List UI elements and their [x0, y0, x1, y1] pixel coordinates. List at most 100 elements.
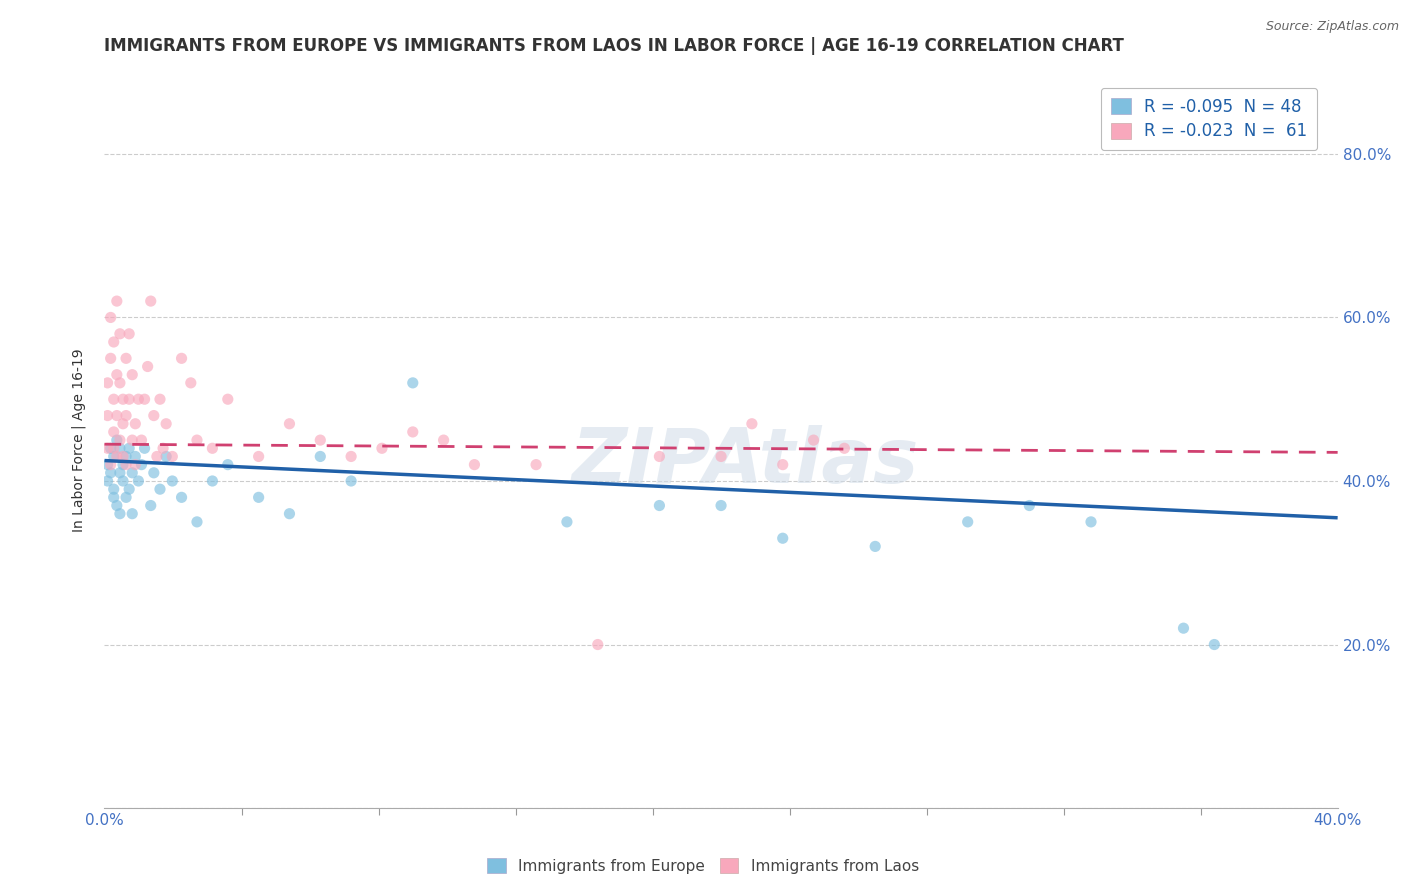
- Point: [149, 392, 172, 407]
- Point: [139, 294, 162, 309]
- Point: [1204, 638, 1226, 652]
- Point: [108, 466, 131, 480]
- Point: [524, 458, 547, 472]
- Point: [100, 442, 122, 456]
- Point: [433, 433, 456, 447]
- Point: [105, 499, 128, 513]
- Point: [710, 499, 733, 513]
- Point: [111, 474, 134, 488]
- Text: Source: ZipAtlas.com: Source: ZipAtlas.com: [1265, 20, 1399, 33]
- Point: [118, 326, 141, 341]
- Point: [247, 491, 270, 505]
- Point: [278, 417, 301, 431]
- Point: [97, 458, 120, 472]
- Point: [586, 638, 609, 652]
- Point: [97, 474, 120, 488]
- Point: [340, 450, 363, 464]
- Point: [402, 425, 425, 439]
- Point: [834, 442, 856, 456]
- Point: [103, 482, 125, 496]
- Point: [772, 531, 794, 545]
- Point: [340, 474, 363, 488]
- Point: [111, 417, 134, 431]
- Point: [105, 409, 128, 423]
- Point: [105, 450, 128, 464]
- Text: ZIPAtlas: ZIPAtlas: [572, 425, 920, 500]
- Point: [103, 425, 125, 439]
- Point: [309, 450, 332, 464]
- Point: [118, 392, 141, 407]
- Point: [108, 507, 131, 521]
- Point: [162, 474, 184, 488]
- Point: [111, 458, 134, 472]
- Point: [100, 310, 122, 325]
- Point: [121, 466, 143, 480]
- Point: [139, 499, 162, 513]
- Point: [803, 433, 825, 447]
- Point: [124, 450, 146, 464]
- Point: [217, 458, 239, 472]
- Point: [648, 450, 671, 464]
- Point: [180, 376, 202, 390]
- Point: [108, 433, 131, 447]
- Y-axis label: In Labor Force | Age 16-19: In Labor Force | Age 16-19: [72, 348, 86, 532]
- Point: [863, 540, 886, 554]
- Point: [170, 351, 193, 366]
- Point: [155, 450, 177, 464]
- Point: [105, 368, 128, 382]
- Point: [105, 433, 128, 447]
- Point: [201, 442, 224, 456]
- Point: [121, 368, 143, 382]
- Point: [309, 433, 332, 447]
- Point: [142, 466, 165, 480]
- Point: [111, 392, 134, 407]
- Point: [402, 376, 425, 390]
- Legend: R = -0.095  N = 48, R = -0.023  N =  61: R = -0.095 N = 48, R = -0.023 N = 61: [1101, 87, 1317, 151]
- Point: [149, 482, 172, 496]
- Point: [278, 507, 301, 521]
- Point: [186, 515, 208, 529]
- Point: [134, 442, 156, 456]
- Point: [371, 442, 394, 456]
- Point: [108, 326, 131, 341]
- Legend: Immigrants from Europe, Immigrants from Laos: Immigrants from Europe, Immigrants from …: [481, 852, 925, 880]
- Point: [115, 458, 138, 472]
- Point: [155, 417, 177, 431]
- Point: [1173, 621, 1195, 635]
- Point: [121, 507, 143, 521]
- Point: [146, 450, 169, 464]
- Point: [100, 351, 122, 366]
- Point: [118, 442, 141, 456]
- Point: [105, 294, 128, 309]
- Point: [115, 450, 138, 464]
- Point: [115, 491, 138, 505]
- Point: [463, 458, 485, 472]
- Point: [103, 392, 125, 407]
- Point: [152, 442, 174, 456]
- Point: [201, 474, 224, 488]
- Point: [555, 515, 578, 529]
- Point: [108, 442, 131, 456]
- Point: [142, 409, 165, 423]
- Point: [710, 450, 733, 464]
- Point: [115, 409, 138, 423]
- Point: [100, 458, 122, 472]
- Point: [1080, 515, 1102, 529]
- Point: [217, 392, 239, 407]
- Point: [127, 392, 149, 407]
- Point: [247, 450, 270, 464]
- Point: [121, 433, 143, 447]
- Point: [115, 351, 138, 366]
- Point: [111, 450, 134, 464]
- Point: [103, 450, 125, 464]
- Point: [97, 409, 120, 423]
- Point: [124, 458, 146, 472]
- Point: [108, 376, 131, 390]
- Point: [127, 474, 149, 488]
- Point: [97, 376, 120, 390]
- Point: [162, 450, 184, 464]
- Point: [97, 442, 120, 456]
- Point: [103, 442, 125, 456]
- Point: [186, 433, 208, 447]
- Point: [772, 458, 794, 472]
